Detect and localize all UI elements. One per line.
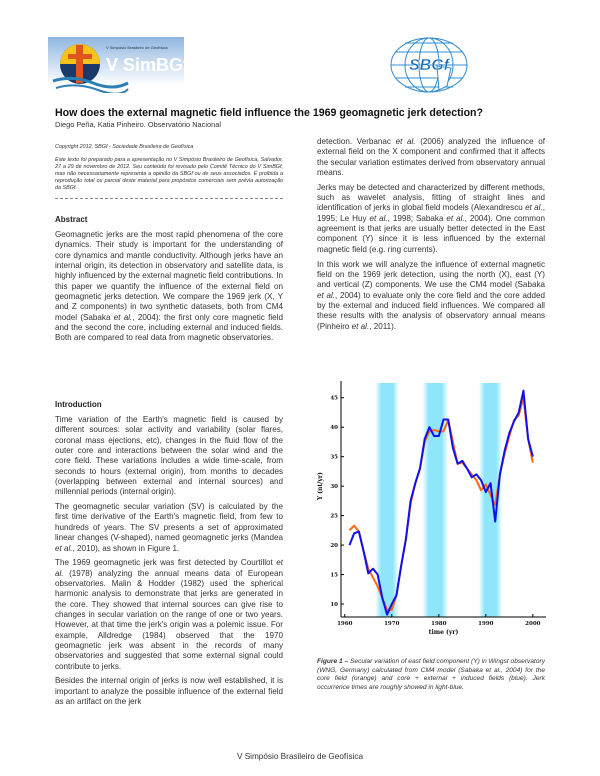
y-tick-label: 25 [330, 514, 338, 520]
svg-text:SBGf: SBGf [409, 57, 451, 74]
y-tick-label: 45 [330, 396, 338, 402]
italic-text: et al. [369, 213, 388, 223]
italic-text: et al. [55, 543, 73, 553]
right-column-body: detection. Verbanac et al. (2006) analyz… [317, 137, 545, 336]
caption-text: Secular variation of east field componen… [317, 658, 545, 691]
x-tick-label: 1980 [431, 621, 446, 627]
text-segment: The geomagnetic secular variation (SV) i… [55, 502, 283, 543]
text-segment: Besides the internal origin of jerks is … [55, 676, 283, 707]
paragraph: detection. Verbanac et al. (2006) analyz… [317, 137, 545, 178]
italic-text: et al. [525, 203, 543, 213]
jerk-band [478, 383, 503, 617]
text-segment: , 2010), as shown in Figure 1. [72, 543, 180, 553]
y-tick-label: 30 [330, 484, 338, 490]
paragraph: The 1969 geomagnetic jerk was first dete… [55, 558, 283, 672]
figure-caption: Figure 1 – Secular variation of east fie… [317, 658, 545, 692]
italic-text: et al. [317, 290, 336, 300]
text-segment: detection. Verbanac [317, 137, 396, 146]
italic-text: et al. [113, 312, 133, 322]
text-segment: Jerks may be detected and characterized … [317, 182, 545, 213]
series-line [348, 389, 534, 616]
text-segment: , 1998; Sabaka [387, 213, 447, 223]
y-tick-label: 20 [330, 543, 338, 549]
jerk-band [422, 383, 449, 617]
italic-text: et al. [395, 137, 416, 146]
x-tick-label: 1990 [478, 621, 493, 627]
authors: Diego Peña, Katia Pinheiro. Observatório… [55, 120, 221, 129]
divider [55, 198, 283, 199]
text-segment: The 1969 geomagnetic jerk was first dete… [55, 558, 277, 568]
abstract-body: Geomagnetic jerks are the most rapid phe… [55, 230, 283, 348]
paragraph: Geomagnetic jerks are the most rapid phe… [55, 230, 283, 344]
introduction-heading: Introduction [55, 400, 102, 409]
text-segment: Geomagnetic jerks are the most rapid phe… [55, 230, 283, 322]
x-tick-label: 2000 [525, 621, 540, 627]
text-segment: Time variation of the Earth's magnetic f… [55, 415, 283, 497]
text-segment: , 2004). One common agreement is that je… [317, 213, 545, 254]
text-segment: (2006) analyzed the influence of externa… [317, 137, 545, 178]
page-footer: V Simpósio Brasileiro de Geofísica [236, 752, 364, 761]
svg-text:V SimBGf: V SimBGf [106, 55, 184, 75]
paper-title: How does the external magnetic field inf… [55, 107, 483, 119]
text-segment: , 2004): the first only core magnetic fi… [55, 312, 283, 343]
y-tick-label: 35 [330, 455, 338, 461]
italic-text: et al. [351, 321, 370, 331]
x-tick-label: 1970 [384, 621, 399, 627]
text-segment: , 2011). [369, 321, 397, 331]
italic-text: et al. [446, 213, 465, 223]
paragraph: Besides the internal origin of jerks is … [55, 676, 283, 707]
x-axis-label: time (yr) [429, 629, 459, 636]
paragraph: The geomagnetic secular variation (SV) i… [55, 502, 283, 554]
y-tick-label: 10 [330, 602, 338, 608]
paragraph: Jerks may be detected and characterized … [317, 183, 545, 255]
jerk-band [375, 383, 399, 617]
figure-1-chart: 10 15 20 25 30 35 40 45 1960 1970 1980 1990 2000 time… [317, 381, 546, 636]
x-tick-label: 1960 [337, 621, 352, 627]
simbgf-logo: V Simpósio Brasileiro de Geofísica V Sim… [48, 37, 190, 95]
y-axis-label: Y (nt/yr) [317, 472, 324, 501]
y-tick-label: 15 [330, 573, 338, 579]
svg-text:V Simpósio Brasileiro de Geofí: V Simpósio Brasileiro de Geofísica [106, 45, 168, 50]
copyright: Copyright 2012, SBGf - Sociedade Brasile… [55, 144, 194, 150]
text-segment: , 2004) to evaluate only the core field … [317, 290, 545, 331]
text-segment: (1978) analyzing the annual means data o… [55, 568, 283, 671]
sbgf-logo: SBGf [389, 36, 469, 94]
paragraph: Time variation of the Earth's magnetic f… [55, 415, 283, 498]
text-segment: In this work we will analyze the influen… [317, 259, 545, 290]
paragraph: In this work we will analyze the influen… [317, 260, 545, 332]
copyright-notice: Este texto foi preparado para a apresent… [55, 157, 283, 191]
italic-text: et al. [55, 558, 283, 578]
text-segment: , 1995; Le Huy [317, 203, 545, 223]
caption-label: Figure 1 – [317, 658, 349, 665]
abstract-heading: Abstract [55, 215, 88, 224]
introduction-body: Time variation of the Earth's magnetic f… [55, 415, 283, 712]
y-tick-label: 40 [330, 425, 338, 431]
